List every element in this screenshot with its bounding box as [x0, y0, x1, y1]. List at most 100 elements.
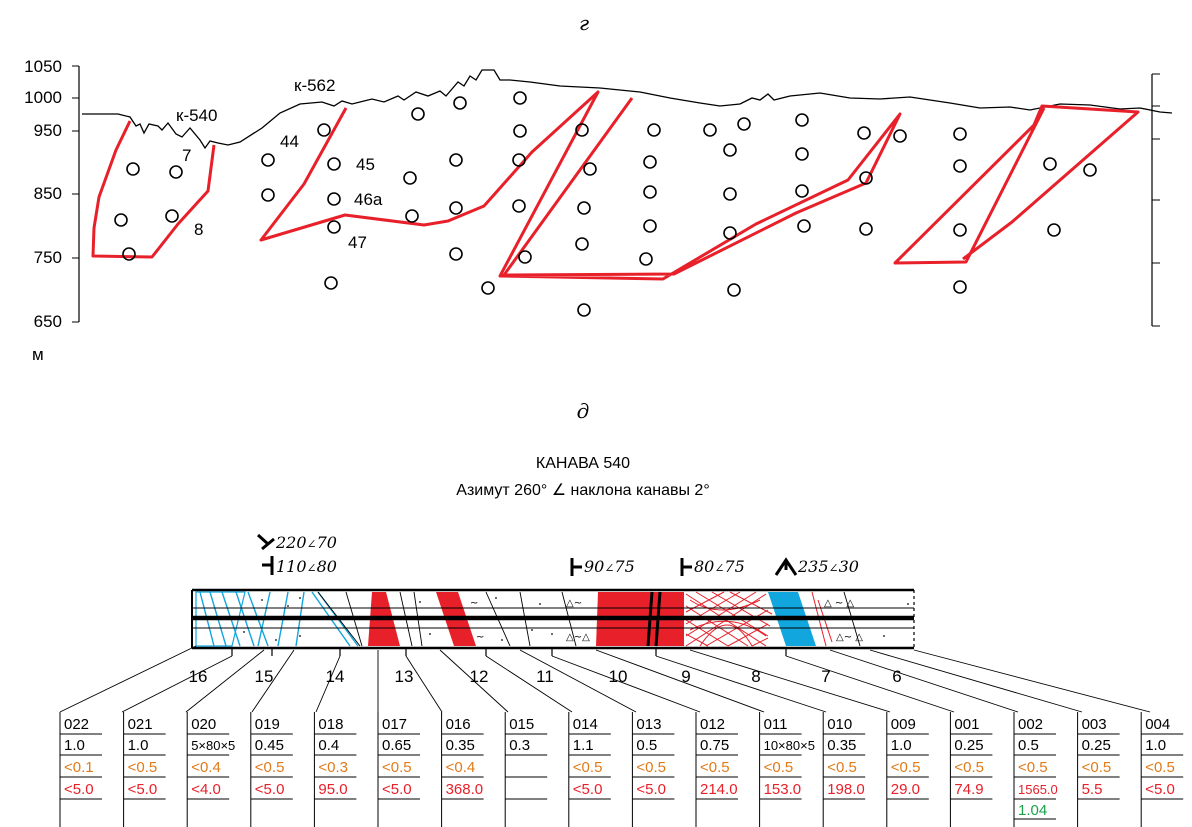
svg-text:~: ~	[470, 598, 478, 609]
y-tick-1050: 1050	[24, 57, 62, 76]
sample-column-019: 019 0.45 <0.5 <5.0	[250, 712, 293, 827]
interval-14: 14	[326, 667, 345, 686]
sample-v2: <5.0	[1145, 781, 1175, 798]
svg-text:△ ~ △: △ ~ △	[824, 598, 854, 609]
sample-len: 0.35	[827, 737, 856, 754]
sample-id: 001	[954, 716, 979, 733]
interval-13: 13	[395, 667, 414, 686]
sample-v2: 153.0	[764, 781, 802, 798]
interval-15: 15	[255, 667, 274, 686]
sample-column-003: 003 0.25 <0.5 5.5	[1077, 712, 1120, 827]
dip-2-text: 110∠80	[276, 557, 337, 576]
panel-d-letter: д	[577, 399, 590, 423]
trench-title: КАНАВА 540	[536, 455, 630, 472]
sample-len: 0.65	[382, 737, 411, 754]
sample-len: 1.0	[128, 737, 149, 754]
sample-v2: <5.0	[64, 781, 94, 798]
sample-v1: <0.5	[382, 759, 412, 776]
interval-6: 6	[892, 667, 901, 686]
sample-len: 1.0	[64, 737, 85, 754]
label-k540: к-540	[176, 106, 217, 125]
svg-text:△~ △: △~ △	[836, 632, 863, 643]
trench-subtitle: Азимут 260° ∠ наклона канавы 2°	[456, 482, 709, 499]
panel-g-letter: г	[579, 11, 589, 35]
dip-4-text: 80∠75	[694, 557, 745, 576]
sample-v1: <0.1	[64, 759, 94, 776]
sample-v1: <0.4	[191, 759, 221, 776]
sample-len: 10×80×5	[764, 738, 815, 753]
unit-label: м	[32, 345, 44, 364]
sample-id: 022	[64, 716, 89, 733]
sample-id: 003	[1082, 716, 1107, 733]
sample-len: 0.45	[255, 737, 284, 754]
sample-len: 0.75	[700, 737, 729, 754]
label-k562: к-562	[294, 76, 335, 95]
svg-text:△~: △~	[566, 598, 582, 609]
label-44: 44	[280, 132, 299, 151]
sample-v1: <0.4	[446, 759, 476, 776]
interval-11: 11	[536, 667, 554, 686]
sample-id: 011	[764, 716, 788, 733]
y-tick-950: 950	[34, 121, 62, 140]
left-axis	[72, 65, 80, 323]
sample-v1: <0.5	[891, 759, 921, 776]
sample-id: 018	[318, 716, 343, 733]
sample-column-018: 018 0.4 <0.3 95.0	[313, 712, 357, 827]
sample-column-016: 016 0.35 <0.4 368.0	[441, 712, 484, 827]
sample-v1: <0.5	[764, 759, 794, 776]
dip-5-text: 235∠30	[797, 557, 859, 576]
sample-v2: 29.0	[891, 781, 920, 798]
sample-v2: 95.0	[318, 781, 347, 798]
sample-column-014: 014 1.1 <0.5 <5.0	[568, 712, 611, 827]
sample-id: 009	[891, 716, 916, 733]
sample-column-010: 010 0.35 <0.5 198.0	[822, 712, 866, 827]
sample-id: 021	[128, 716, 153, 733]
y-tick-750: 750	[34, 248, 62, 267]
sample-v2: <5.0	[128, 781, 158, 798]
sample-v1: <0.5	[1018, 759, 1048, 776]
svg-text:△~△: △~△	[566, 632, 590, 643]
sample-v2: <5.0	[636, 781, 666, 798]
leader-lines	[59, 645, 1151, 713]
sample-id: 010	[827, 716, 852, 733]
sample-len: 1.1	[573, 737, 594, 754]
sample-v1: <0.5	[573, 759, 603, 776]
dip-symbol-2	[262, 556, 274, 575]
label-7: 7	[182, 146, 191, 165]
sample-v2: <5.0	[255, 781, 285, 798]
sample-id: 014	[573, 716, 598, 733]
interval-10: 10	[609, 667, 628, 686]
sample-column-021: 021 1.0 <0.5 <5.0	[123, 712, 166, 827]
sample-column-012: 012 0.75 <0.5 214.0	[695, 712, 738, 827]
sample-len: 0.35	[446, 737, 475, 754]
sample-column-017: 017 0.65 <0.5 <5.0	[377, 712, 420, 827]
dip-1-text: 220∠70	[275, 533, 337, 552]
sample-id: 016	[446, 716, 471, 733]
interval-12: 12	[470, 667, 489, 686]
trench-section: △~ △~△ △ ~ △ △~ △ ~ ~	[191, 588, 915, 650]
interval-8: 8	[751, 667, 760, 686]
sample-v2: 5.5	[1082, 781, 1103, 798]
label-8: 8	[194, 220, 203, 239]
sample-v1: <0.5	[128, 759, 158, 776]
terrain-profile	[82, 69, 1173, 150]
sample-table: 022 1.0 <0.1 <5.0 021 1.0 <0.5 <5.0 020 5×80×5 <0.…	[59, 712, 1184, 827]
y-tick-1000: 1000	[24, 88, 62, 107]
svg-text:~: ~	[476, 632, 484, 643]
trench-ticks	[231, 648, 787, 656]
sample-len: 5×80×5	[191, 738, 235, 753]
sample-column-002: 002 0.5 <0.5 1565.0 1.04	[1013, 712, 1058, 827]
dip-symbol-1	[256, 533, 275, 551]
label-46a: 46а	[354, 190, 383, 209]
sample-v1: <0.5	[636, 759, 666, 776]
ore-body-1	[91, 120, 216, 259]
sample-len: 0.25	[954, 737, 983, 754]
sample-v3: 1.04	[1018, 802, 1047, 819]
sample-v2: <5.0	[573, 781, 603, 798]
sample-len: 0.5	[636, 737, 657, 754]
sample-column-013: 013 0.5 <0.5 <5.0	[631, 712, 675, 827]
sample-v1: <0.5	[954, 759, 984, 776]
sample-id: 015	[509, 716, 534, 733]
sample-id: 020	[191, 716, 216, 733]
